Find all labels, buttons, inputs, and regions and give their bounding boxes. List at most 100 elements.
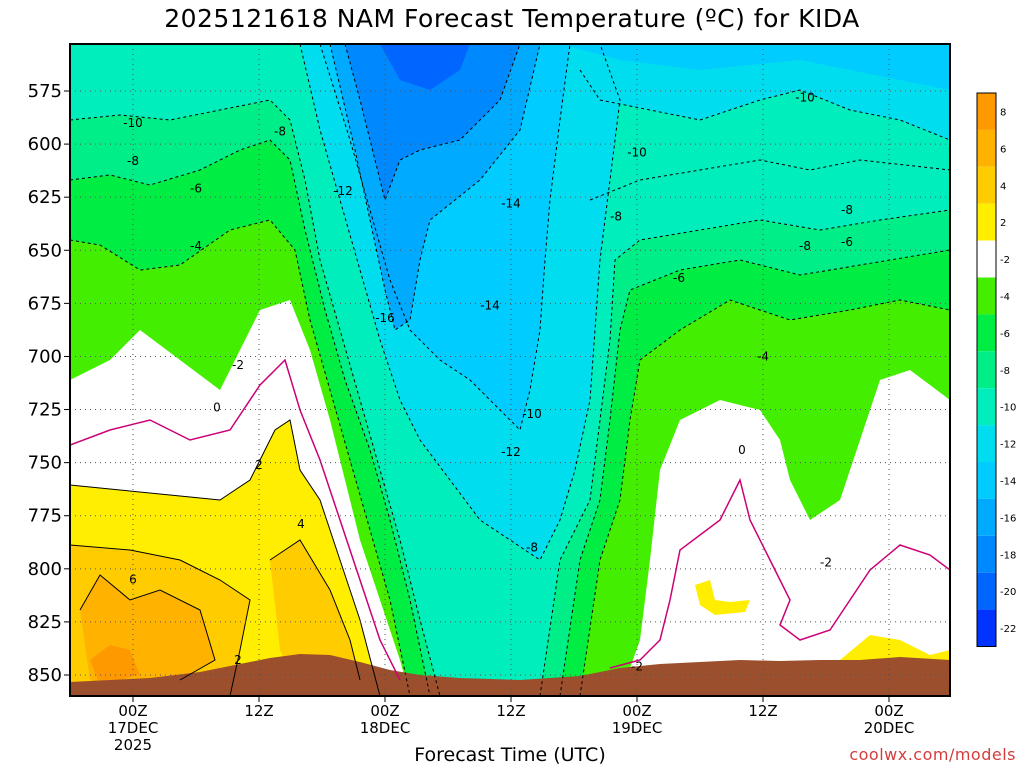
band-yellow-island — [695, 580, 750, 615]
colorbar-segment — [977, 425, 996, 462]
colorbar-segment — [977, 388, 996, 426]
colorbar-label: -20 — [1000, 587, 1016, 598]
filled-contours — [70, 44, 950, 696]
zero-contour-left — [70, 358, 401, 681]
y-tick-label: 575 — [28, 81, 62, 102]
plot-frame — [69, 43, 951, 697]
colorbar-segment — [977, 535, 996, 573]
colorbar-label: -14 — [1000, 476, 1016, 487]
contour-label: -6 — [673, 271, 685, 285]
colorbar-label: -10 — [1000, 403, 1016, 414]
band-orange2 — [270, 540, 360, 690]
contour-label: 0 — [213, 400, 221, 414]
x-tick-label: 00Z — [370, 702, 399, 720]
contour-label: -4 — [190, 239, 202, 253]
contour-line-minus8-left — [70, 139, 431, 696]
contour-label: -6 — [841, 235, 853, 249]
contour-label: -8 — [274, 124, 286, 138]
x-tick-label: 20DEC — [864, 719, 915, 737]
credit-link[interactable]: coolwx.com/models — [849, 745, 1016, 764]
x-tick-label: 00Z — [622, 702, 651, 720]
colorbar: 8 6 4 2 -2 -4 -6 -8 -10 -12 -14 -16 -18 -20 -22 — [976, 92, 1016, 647]
band-minus20 — [380, 44, 470, 90]
contour-line-minus12 — [299, 44, 621, 561]
y-tick-label: 750 — [28, 453, 62, 474]
colorbar-frame — [976, 92, 997, 647]
x-tick-label: 2025 — [114, 736, 152, 754]
x-tick-label: 00Z — [118, 702, 147, 720]
x-axis-label: Forecast Time (UTC) — [414, 744, 606, 766]
contour-line-4 — [70, 544, 251, 696]
y-tick-label: 650 — [28, 240, 62, 261]
contour-line-minus8-right — [589, 159, 950, 201]
colorbar-label: 6 — [1000, 144, 1006, 155]
colorbar-label: 4 — [1000, 181, 1006, 192]
contour-line-minus10-right — [579, 69, 950, 141]
gridlines — [70, 44, 950, 696]
y-tick-label: 725 — [28, 400, 62, 421]
colorbar-segment — [977, 166, 996, 204]
contour-label: -2 — [820, 555, 832, 569]
x-tick-label: 19DEC — [612, 719, 663, 737]
contour-line-minus18 — [344, 44, 521, 202]
colorbar-label: -4 — [1000, 292, 1010, 303]
contour-label: -8 — [526, 541, 538, 555]
colorbar-label: -22 — [1000, 624, 1016, 635]
contour-label: -10 — [627, 146, 647, 160]
y-tick-label: 625 — [28, 187, 62, 208]
x-tick-label: 17DEC — [108, 719, 159, 737]
contour-label: -8 — [799, 239, 811, 253]
contour-label: -2 — [631, 660, 643, 674]
colorbar-segment — [977, 240, 996, 278]
freezing-line — [70, 358, 950, 681]
band-right-minus14 — [560, 44, 950, 90]
colorbar-segment — [977, 203, 996, 241]
band-white-right — [620, 370, 950, 696]
colorbar-label: 2 — [1000, 218, 1006, 229]
colorbar-label: -8 — [1000, 366, 1010, 377]
colorbar-segment — [977, 351, 996, 389]
contour-label: -6 — [190, 182, 202, 196]
colorbar-label: 8 — [1000, 107, 1006, 118]
y-tick-label: 825 — [28, 612, 62, 633]
y-tick-label: 800 — [28, 559, 62, 580]
contour-line-minus6-right — [539, 209, 950, 696]
contour-label: -16 — [375, 311, 395, 325]
positive-contour-lines — [70, 419, 381, 696]
contour-label: -14 — [501, 197, 521, 211]
contour-line-minus16 — [329, 44, 541, 331]
colorbar-segment — [977, 462, 996, 499]
contour-label: -10 — [522, 407, 542, 421]
colorbar-label: -16 — [1000, 513, 1016, 524]
colorbar-label: -6 — [1000, 329, 1010, 340]
contour-label: -10 — [123, 116, 143, 130]
contour-label: 6 — [129, 572, 137, 586]
x-tick-label: 12Z — [748, 702, 777, 720]
colorbar-segment — [977, 93, 996, 130]
y-tick-label: 850 — [28, 665, 62, 686]
colorbar-segment — [977, 572, 996, 610]
contour-line-4b — [269, 539, 361, 681]
y-tick-label: 600 — [28, 134, 62, 155]
contour-line-2 — [70, 419, 381, 696]
y-tick-label: 700 — [28, 346, 62, 367]
band-minus18 — [345, 44, 520, 200]
colorbar-segment — [977, 498, 996, 536]
chart-title: 2025121618 NAM Forecast Temperature (ºC)… — [164, 4, 860, 33]
y-axis-ticks: 575 600 625 650 675 700 725 750 775 800 825 850 — [28, 81, 70, 686]
contour-label: -14 — [480, 298, 500, 312]
zero-contour-right — [609, 477, 950, 669]
band-minus2-island — [800, 405, 825, 470]
contour-label: -8 — [841, 203, 853, 217]
colorbar-segment — [977, 609, 996, 647]
contour-labels: -10 -8 -6 -4 -8 -12 -2 0 2 4 6 2 -16 -14 -14 -10 -12 -8 -1… — [123, 90, 853, 673]
contour-label: -8 — [127, 154, 139, 168]
contour-label: -12 — [501, 445, 521, 459]
x-tick-label: 12Z — [496, 702, 525, 720]
y-tick-label: 675 — [28, 293, 62, 314]
contour-label: -2 — [232, 358, 244, 372]
colorbar-label: -2 — [1000, 255, 1010, 266]
contour-line-6 — [79, 574, 216, 681]
